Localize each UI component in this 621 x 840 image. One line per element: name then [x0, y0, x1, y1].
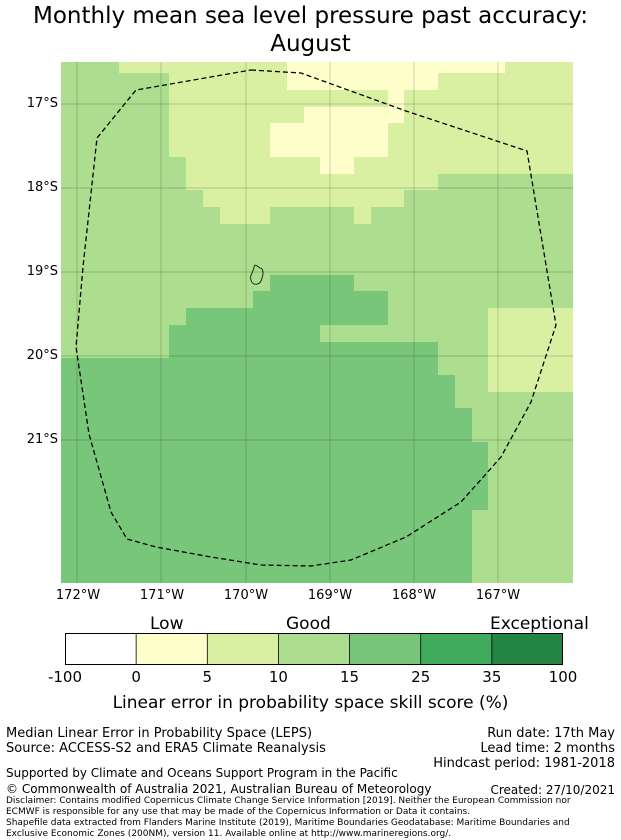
colorbar-tick-label: -100	[47, 668, 83, 686]
lat-label-17s: 17°S	[26, 96, 58, 111]
title-line-2: August	[270, 31, 351, 57]
lon-label-170w: 170°W	[223, 588, 269, 603]
colorbar-swatch	[420, 633, 493, 665]
disclaimer-line-2: ECMWF is responsible for any use that ma…	[6, 807, 471, 817]
run-date: Run date: 17th May	[487, 726, 615, 741]
lat-label-21s: 21°S	[26, 432, 58, 447]
colorbar-tick-label: 15	[340, 668, 360, 686]
colorbar-tick-label: 10	[268, 668, 288, 686]
lon-label-171w: 171°W	[139, 588, 185, 603]
colorbar-swatch	[135, 633, 209, 665]
lat-label-20s: 20°S	[26, 348, 58, 363]
footer-right: Run date: 17th May Lead time: 2 months H…	[433, 726, 615, 771]
created-date: Created: 27/10/2021	[490, 783, 615, 797]
footer-method: Median Linear Error in Probability Space…	[6, 726, 313, 741]
colorbar-tick-label: 35	[482, 668, 502, 686]
island-outline	[250, 264, 264, 285]
lon-label-172w: 172°W	[55, 588, 101, 603]
colorbar-tick-label: 5	[202, 668, 213, 686]
colorbar-swatch	[278, 633, 351, 665]
colorbar-category-good: Good	[286, 614, 331, 634]
eez-boundary	[75, 69, 557, 567]
chart-title: Monthly mean sea level pressure past acc…	[0, 2, 621, 58]
lon-label-168w: 168°W	[391, 588, 437, 603]
colorbar-tick-label: 0	[131, 668, 141, 686]
footer-left: Median Linear Error in Probability Space…	[6, 726, 326, 756]
shapefile-line-1: Shapefile data extracted from Flanders M…	[6, 818, 570, 828]
colorbar-swatch	[349, 633, 422, 665]
lat-label-18s: 18°S	[26, 180, 58, 195]
colorbar-category-exceptional: Exceptional	[490, 614, 589, 634]
lead-time: Lead time: 2 months	[480, 741, 615, 756]
gridlines	[61, 62, 573, 583]
lon-label-167w: 167°W	[475, 588, 521, 603]
colorbar-swatch	[206, 633, 280, 665]
colorbar-tick-label: 25	[411, 668, 431, 686]
support-text: Supported by Climate and Oceans Support …	[6, 766, 398, 780]
colorbar-swatch	[65, 633, 138, 665]
copyright-text: © Commonwealth of Australia 2021, Austra…	[6, 782, 432, 796]
colorbar-category-low: Low	[150, 614, 184, 634]
colorbar-swatch	[491, 633, 563, 665]
skill-field	[61, 62, 573, 583]
colorbar-tick-label: 100	[548, 668, 578, 686]
hindcast-period: Hindcast period: 1981-2018	[433, 756, 615, 771]
colorbar	[65, 633, 563, 665]
skill-region-5-10-east	[488, 308, 573, 392]
title-line-1: Monthly mean sea level pressure past acc…	[33, 3, 588, 29]
skill-region-15-25	[61, 275, 488, 583]
disclaimer-line-1: Disclaimer: Contains modified Copernicus…	[6, 796, 571, 806]
shapefile-line-2: Exclusive Economic Zones (200NM), versio…	[6, 829, 452, 839]
colorbar-label: Linear error in probability space skill …	[112, 693, 509, 713]
footer-source: Source: ACCESS-S2 and ERA5 Climate Reana…	[6, 741, 326, 756]
disclaimer: Disclaimer: Contains modified Copernicus…	[6, 796, 616, 840]
lat-label-19s: 19°S	[26, 264, 58, 279]
skill-map	[61, 62, 573, 583]
lon-label-169w: 169°W	[307, 588, 353, 603]
skill-region-0-5	[270, 62, 505, 174]
